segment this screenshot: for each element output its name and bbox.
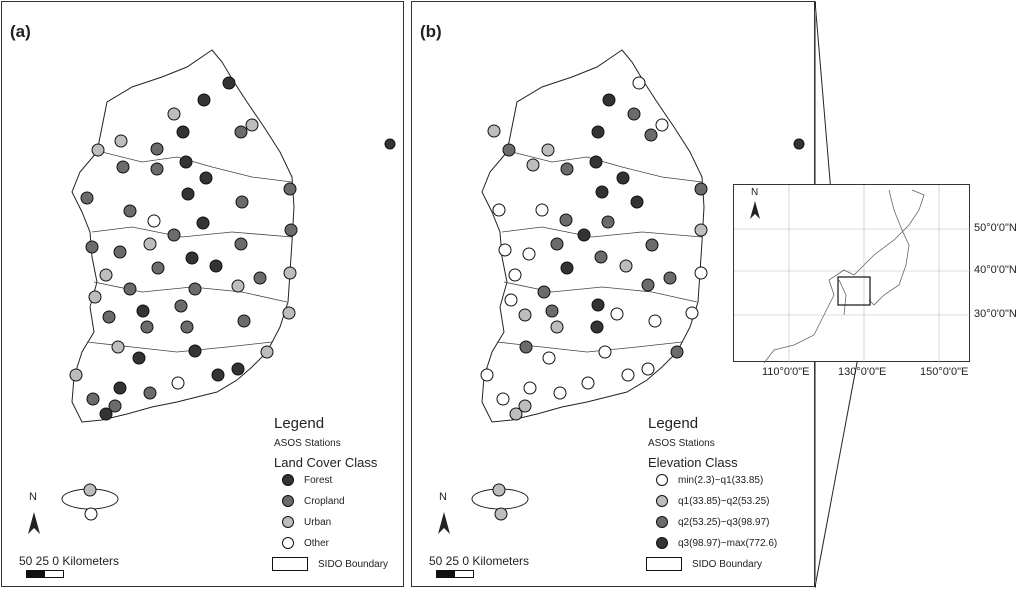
legend-item-label: Urban (304, 516, 332, 528)
lat-label: 40°0'0"N (974, 264, 1017, 276)
legend-class-title: Elevation Class (648, 455, 738, 470)
legend-swatch (282, 516, 294, 528)
legend-item-label: q1(33.85)~q2(53.25) (678, 495, 770, 507)
province-boundary (91, 226, 293, 238)
legend-swatch (656, 516, 668, 528)
legend-item-elev-q1: q1(33.85)~q2(53.25) (656, 495, 769, 507)
korea-map (438, 2, 816, 588)
legend-item-label: min(2.3)~q1(33.85) (678, 474, 764, 486)
ulleung-island (793, 138, 805, 150)
legend-swatch (282, 495, 294, 507)
north-arrow-icon (750, 201, 760, 219)
legend-item-label: SIDO Boundary (318, 558, 389, 570)
north-arrow-icon (438, 512, 450, 534)
boundary-swatch (272, 557, 308, 571)
legend-item-label: SIDO Boundary (692, 558, 763, 570)
legend-item-urban: Urban (282, 516, 331, 528)
legend-item-label: Other (304, 537, 330, 549)
scale-bar (26, 570, 64, 578)
legend-item-elev-q0: min(2.3)~q1(33.85) (656, 474, 763, 486)
inset-map-graphic (734, 185, 971, 363)
north-label: N (751, 187, 759, 198)
legend-item-label: q2(53.25)~q3(98.97) (678, 516, 770, 528)
station-points (480, 76, 708, 521)
scale-label: 50 25 0 Kilometers (19, 554, 120, 568)
ulleung-island (384, 138, 396, 150)
legend-swatch (282, 537, 294, 549)
legend-item-label: Forest (304, 474, 333, 486)
lon-label: 130°0'0"E (838, 366, 887, 378)
legend-swatch (282, 474, 294, 486)
legend-item-other: Other (282, 537, 329, 549)
lat-label: 30°0'0"N (974, 308, 1017, 320)
province-boundary (511, 151, 703, 183)
legend-item-forest: Forest (282, 474, 332, 486)
panel-tag: (a) (10, 22, 31, 41)
province-boundary (101, 151, 293, 183)
province-boundary (501, 226, 703, 238)
legend-item-elev-q2: q2(53.25)~q3(98.97) (656, 516, 769, 528)
korea-map (28, 49, 396, 534)
lon-label: 110°0'0"E (762, 366, 810, 378)
legend-title: Legend (274, 415, 325, 432)
legend-stations-label: ASOS Stations (648, 438, 715, 449)
north-label: N (29, 491, 37, 503)
legend-item-label: Cropland (304, 495, 345, 507)
legend-item-elev-q3: q3(98.97)~max(772.6) (656, 537, 777, 549)
scale-label: 50 25 0 Kilometers (429, 554, 530, 568)
scale-bar (436, 570, 474, 578)
panel-tag: (b) (420, 22, 442, 41)
legend-item-cropland: Cropland (282, 495, 345, 507)
legend-item-sido-boundary: SIDO Boundary (646, 557, 762, 571)
north-arrow-icon (28, 512, 40, 534)
boundary-swatch (646, 557, 682, 571)
legend-stations-label: ASOS Stations (274, 438, 341, 449)
province-boundary (503, 281, 698, 303)
legend-swatch (656, 474, 668, 486)
north-label: N (439, 491, 447, 503)
legend-item-sido-boundary: SIDO Boundary (272, 557, 388, 571)
legend-swatch (656, 495, 668, 507)
legend-class-title: Land Cover Class (274, 455, 378, 470)
legend-swatch (656, 537, 668, 549)
legend-item-label: q3(98.97)~max(772.6) (678, 537, 778, 549)
lon-label: 150°0'0"E (920, 366, 969, 378)
lat-label: 50°0'0"N (974, 222, 1017, 234)
study-area-box (837, 276, 871, 306)
land-cover-map-panel: (a) (1, 1, 404, 587)
legend-title: Legend (648, 415, 699, 432)
station-points (69, 76, 298, 521)
east-asia-inset-map: N (733, 184, 971, 363)
